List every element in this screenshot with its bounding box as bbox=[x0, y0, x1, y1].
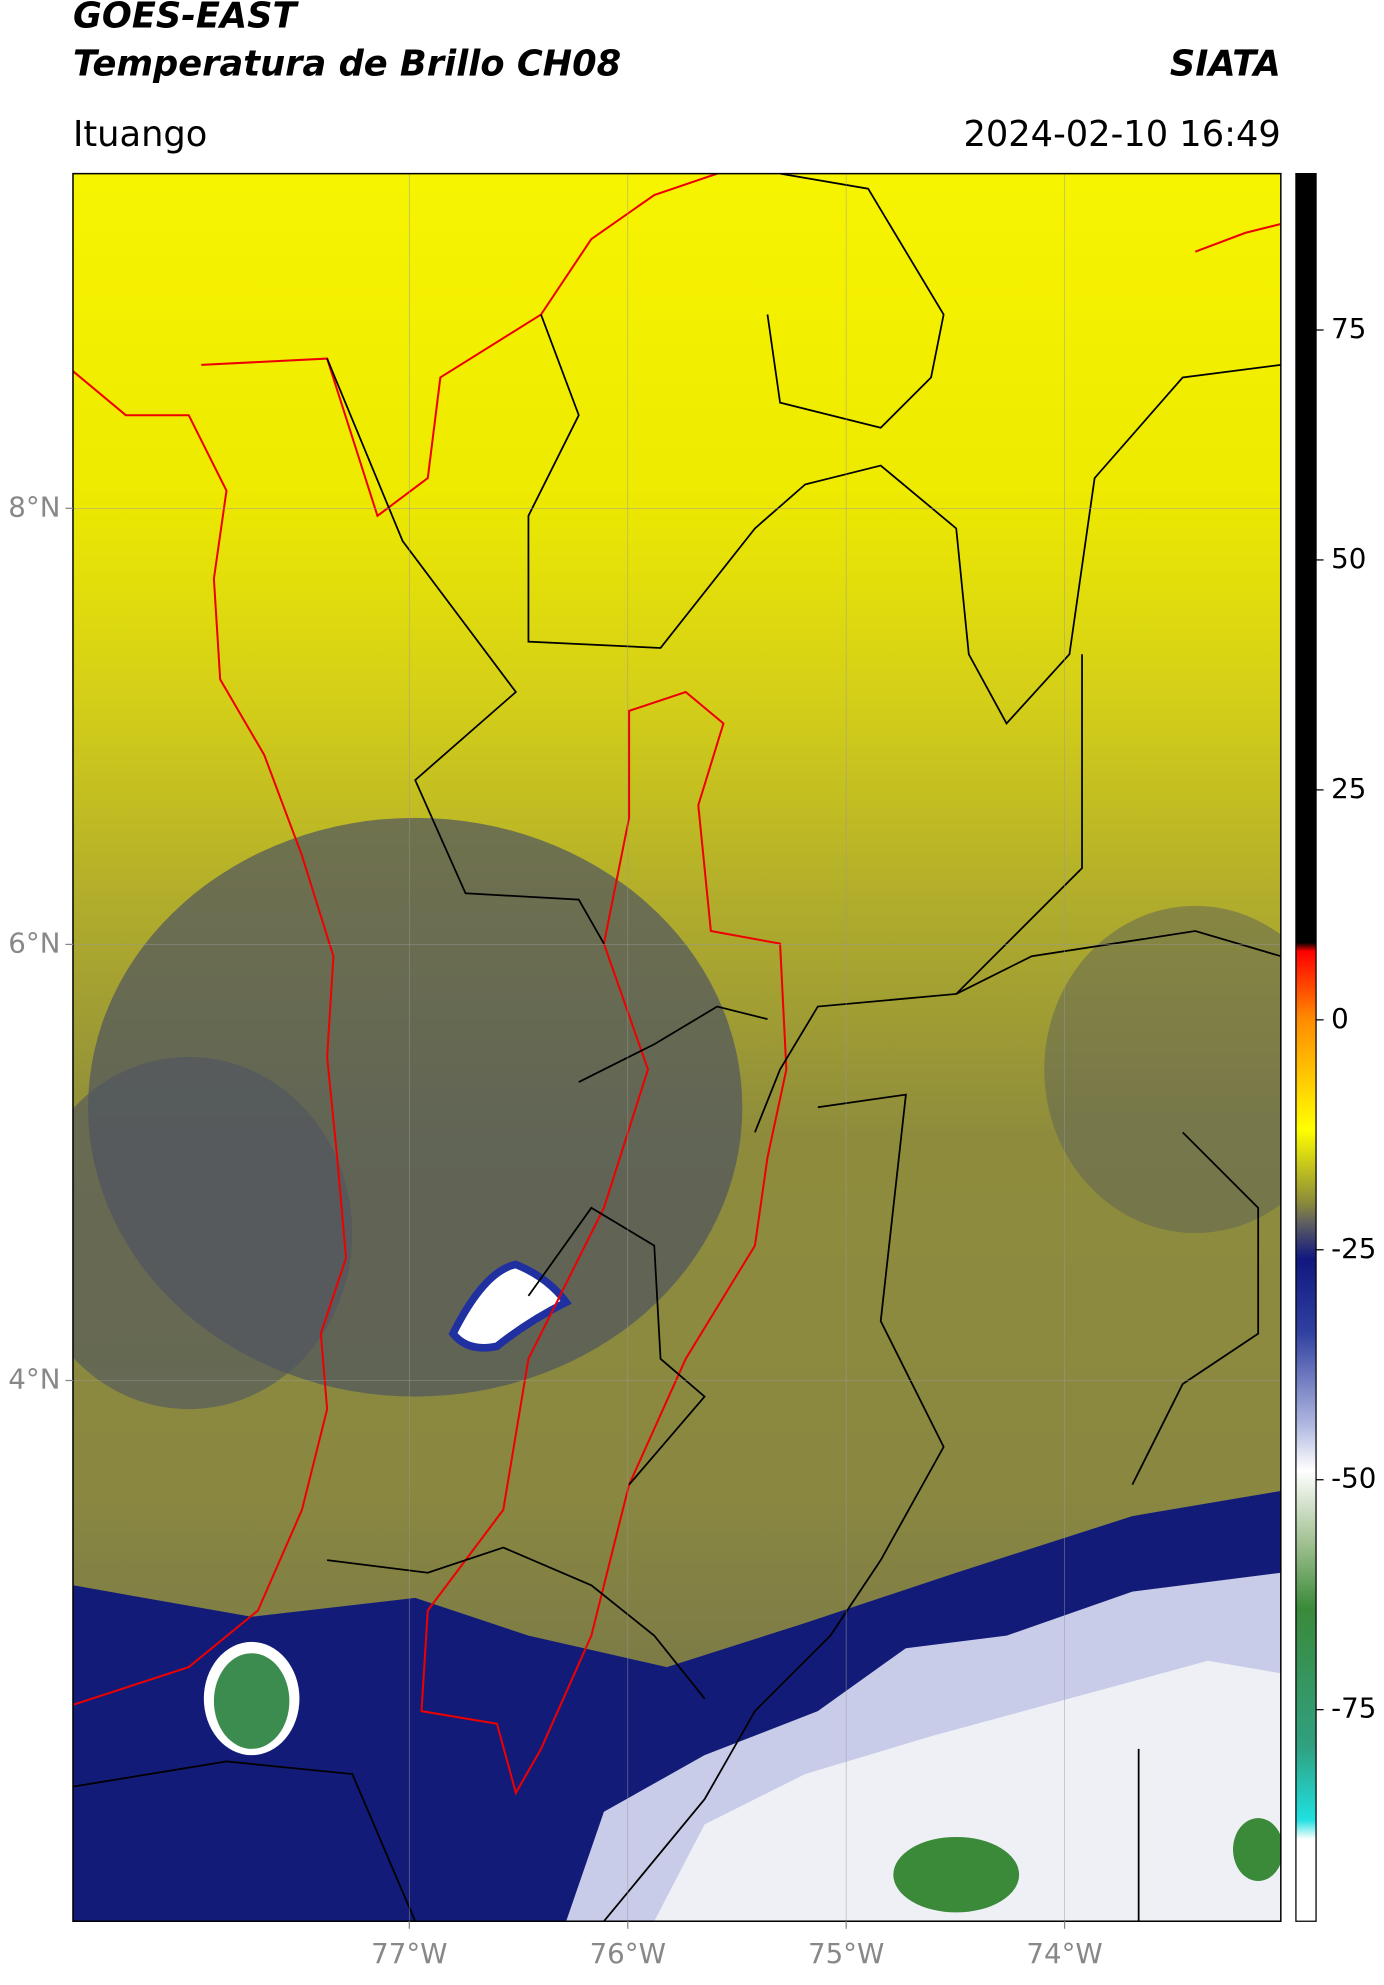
colorbar-tick-label: -50 bbox=[1331, 1462, 1376, 1495]
x-tick-label: 77°W bbox=[371, 1937, 447, 1970]
x-tick-label: 76°W bbox=[590, 1937, 666, 1970]
y-tick-label: 4°N bbox=[8, 1362, 60, 1395]
y-tick-label: 8°N bbox=[8, 490, 60, 523]
colorbar-tick-label: 0 bbox=[1331, 1002, 1349, 1035]
colorbar-tick-label: -25 bbox=[1331, 1232, 1376, 1265]
location: Ituango bbox=[73, 114, 207, 155]
datetime: 2024-02-10 16:49 bbox=[963, 114, 1280, 155]
subtitle: Temperatura de Brillo CH08 bbox=[73, 43, 621, 84]
colorbar-tick-label: 25 bbox=[1331, 772, 1366, 805]
title: GOES-EAST bbox=[73, 0, 300, 37]
x-tick-label: 75°W bbox=[808, 1937, 884, 1970]
map-image bbox=[72, 173, 1281, 1922]
colorbar-tick-label: 50 bbox=[1331, 542, 1366, 575]
org: SIATA bbox=[1170, 43, 1281, 84]
colorbar-tick-label: 75 bbox=[1331, 312, 1366, 345]
colorbar-tick-label: -75 bbox=[1331, 1692, 1376, 1725]
map-frame bbox=[72, 172, 1282, 1922]
y-tick-label: 6°N bbox=[8, 926, 60, 959]
x-tick-label: 74°W bbox=[1026, 1937, 1102, 1970]
grid bbox=[72, 173, 1281, 1922]
colorbar bbox=[1295, 172, 1317, 1922]
